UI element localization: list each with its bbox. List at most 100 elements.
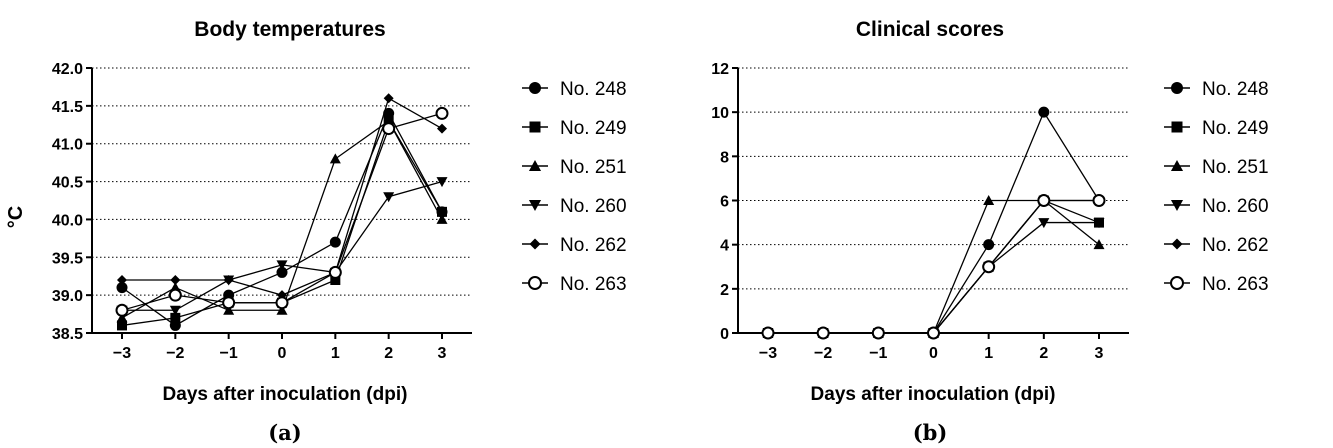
data-point <box>927 326 940 340</box>
x-tick-label: −2 <box>814 345 832 362</box>
legend-label: No. 251 <box>1202 157 1269 178</box>
data-point <box>383 192 395 203</box>
x-tick-label: 0 <box>929 345 938 362</box>
data-point <box>276 260 288 271</box>
legend-label: No. 248 <box>1202 79 1269 100</box>
data-point <box>436 177 448 188</box>
y-tick-label: 39.0 <box>52 288 83 305</box>
x-tick-label: 1 <box>331 345 340 362</box>
panel-a-body-temperatures: Body temperatures °C Days after inoculat… <box>5 18 627 445</box>
y-tick-label: 0 <box>720 326 729 343</box>
data-point <box>330 275 341 285</box>
y-tick-label: 40.0 <box>52 212 83 229</box>
y-tick-label: 41.0 <box>52 137 83 154</box>
data-point <box>1093 239 1105 250</box>
data-point <box>169 305 181 316</box>
data-point <box>222 296 236 310</box>
data-point <box>168 288 182 302</box>
y-tick-label: 2 <box>720 282 729 299</box>
legend-marker <box>528 276 542 290</box>
data-point <box>437 123 447 134</box>
x-axis-label: Days after inoculation (dpi) <box>811 384 1056 405</box>
x-tick-label: −3 <box>759 345 777 362</box>
legend-marker <box>529 121 541 133</box>
x-tick-label: −1 <box>220 345 238 362</box>
data-point <box>982 260 996 274</box>
series-line <box>768 199 1100 334</box>
legend-label: No. 262 <box>1202 235 1269 256</box>
x-tick-label: −3 <box>113 345 131 362</box>
data-point <box>275 296 289 310</box>
y-tick-label: 39.5 <box>52 250 83 267</box>
data-point <box>436 213 448 224</box>
data-point <box>1038 218 1050 229</box>
series-line <box>768 199 1100 334</box>
legend-label: No. 260 <box>560 196 627 217</box>
legend-marker <box>528 159 542 171</box>
x-tick-label: 2 <box>384 345 393 362</box>
data-point <box>983 239 995 251</box>
legend-label: No. 260 <box>1202 196 1269 217</box>
data-point <box>435 106 449 120</box>
legend-label: No. 249 <box>560 118 627 139</box>
x-axis-label: Days after inoculation (dpi) <box>163 384 408 405</box>
data-point <box>117 320 127 331</box>
legend-marker <box>1171 121 1183 133</box>
series-line <box>121 120 443 319</box>
panel-caption: (b) <box>913 420 948 445</box>
data-point <box>170 312 181 323</box>
data-point <box>871 326 885 340</box>
data-point <box>170 275 181 285</box>
legend: No. 248 No. 249 No. 251 No. 260 No. 262 No. 2… <box>522 79 627 295</box>
data-point <box>383 93 394 104</box>
y-axis-label: °C <box>5 206 27 228</box>
series-line <box>768 199 1099 334</box>
plot-area: 38.5 39.0 39.5 40.0 40.5 41.0 41.5 42.0 −3 −2 −1 0 1… <box>52 61 472 362</box>
x-tick-label: −1 <box>869 345 887 362</box>
series-line <box>768 199 1099 334</box>
panel-caption: (a) <box>268 420 301 445</box>
data-point <box>329 236 341 248</box>
legend-label: No. 248 <box>560 79 627 100</box>
y-tick-label: 38.5 <box>52 326 83 343</box>
y-tick-label: 12 <box>711 61 729 78</box>
legend-label: No. 263 <box>560 274 627 295</box>
data-point <box>276 266 288 278</box>
data-point <box>1037 194 1051 207</box>
legend-marker <box>528 200 542 212</box>
data-point <box>115 303 129 317</box>
data-point <box>437 206 447 217</box>
legend-marker <box>529 238 541 250</box>
x-tick-label: 0 <box>278 345 287 362</box>
data-point <box>223 304 235 315</box>
x-tick-label: 2 <box>1039 345 1048 362</box>
y-tick-label: 10 <box>711 105 729 122</box>
legend-marker <box>1170 159 1184 171</box>
data-point <box>276 304 288 315</box>
data-point <box>117 275 127 285</box>
legend-marker <box>529 82 541 94</box>
legend-marker <box>1170 276 1184 290</box>
data-point <box>983 195 995 205</box>
y-tick-label: 4 <box>720 238 729 255</box>
x-tick-label: 3 <box>1095 345 1104 362</box>
legend-label: No. 251 <box>560 157 627 178</box>
legend-label: No. 262 <box>560 235 627 256</box>
y-tick-label: 40.5 <box>52 175 83 192</box>
legend-marker <box>1171 238 1183 250</box>
data-point <box>116 312 128 323</box>
data-point <box>223 275 234 285</box>
data-point <box>116 282 128 294</box>
data-point <box>816 326 830 340</box>
chart-title: Clinical scores <box>856 18 1004 41</box>
legend-label: No. 249 <box>1202 118 1269 139</box>
y-tick-label: 42.0 <box>52 61 83 78</box>
x-tick-label: −2 <box>166 345 184 362</box>
y-tick-label: 6 <box>720 194 729 211</box>
y-tick-label: 8 <box>720 149 729 166</box>
chart-title: Body temperatures <box>194 18 385 41</box>
data-point <box>1038 106 1050 118</box>
